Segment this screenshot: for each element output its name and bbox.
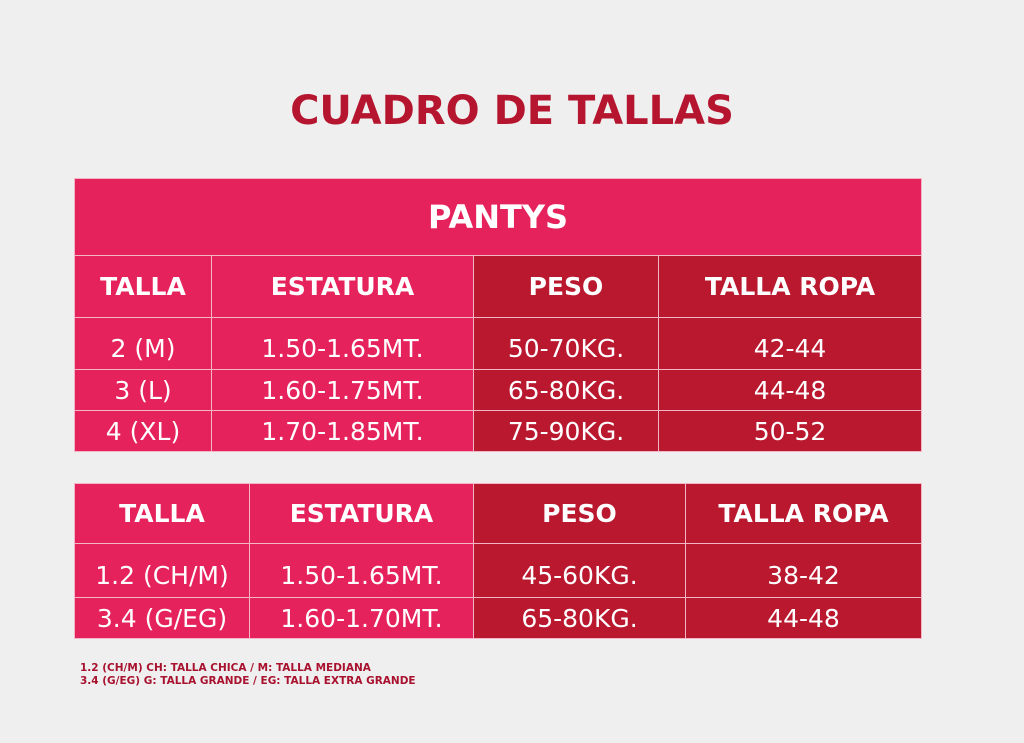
header-peso: PESO [473, 483, 686, 544]
cell-talla: 1.2 (CH/M) [74, 543, 250, 598]
cell-talla-ropa: 38-42 [685, 543, 922, 598]
footnotes: 1.2 (CH/M) CH: TALLA CHICA / M: TALLA ME… [80, 662, 416, 688]
table-caption: PANTYS [73, 178, 923, 256]
size-table-2: TALLA ESTATURA PESO TALLA ROPA 1.2 (CH/M… [74, 483, 922, 639]
footnote: 3.4 (G/EG) G: TALLA GRANDE / EG: TALLA E… [80, 675, 416, 687]
cell-estatura: 1.60-1.70MT. [249, 597, 474, 639]
cell-peso: 45-60KG. [473, 543, 686, 598]
table-header-row: TALLA ESTATURA PESO TALLA ROPA [74, 483, 922, 544]
header-talla: TALLA [74, 483, 250, 544]
cell-estatura: 1.50-1.65MT. [249, 543, 474, 598]
cell-peso: 65-80KG. [473, 597, 686, 639]
cell-peso: 75-90KG. [473, 410, 659, 452]
cell-talla: 2 (M) [74, 317, 212, 370]
cell-talla: 4 (XL) [74, 410, 212, 452]
page-title: CUADRO DE TALLAS [290, 88, 734, 134]
cell-peso: 50-70KG. [473, 317, 659, 370]
pantys-size-table: PANTYS TALLA ESTATURA PESO TALLA ROPA 2 … [73, 178, 923, 452]
cell-talla: 3.4 (G/EG) [74, 597, 250, 639]
header-peso: PESO [473, 255, 659, 318]
table-row: 1.2 (CH/M) 1.50-1.65MT. 45-60KG. 38-42 [74, 543, 922, 598]
cell-talla-ropa: 42-44 [657, 317, 923, 370]
header-talla: TALLA [74, 255, 212, 318]
cell-estatura: 1.60-1.75MT. [211, 369, 474, 411]
cell-talla: 3 (L) [74, 369, 212, 411]
header-estatura: ESTATURA [249, 483, 474, 544]
header-estatura: ESTATURA [211, 255, 474, 318]
cell-talla-ropa: 44-48 [685, 597, 922, 639]
cell-estatura: 1.70-1.85MT. [211, 410, 474, 452]
table-row: 2 (M) 1.50-1.65MT. 50-70KG. 42-44 [74, 317, 923, 370]
cell-talla-ropa: 50-52 [657, 410, 923, 452]
cell-talla-ropa: 44-48 [657, 369, 923, 411]
header-talla-ropa: TALLA ROPA [657, 255, 923, 318]
table-row: 4 (XL) 1.70-1.85MT. 75-90KG. 50-52 [74, 410, 923, 452]
table-header-row: TALLA ESTATURA PESO TALLA ROPA [74, 255, 923, 318]
header-talla-ropa: TALLA ROPA [685, 483, 922, 544]
table-row: 3.4 (G/EG) 1.60-1.70MT. 65-80KG. 44-48 [74, 597, 922, 639]
cell-peso: 65-80KG. [473, 369, 659, 411]
footnote: 1.2 (CH/M) CH: TALLA CHICA / M: TALLA ME… [80, 662, 371, 674]
cell-estatura: 1.50-1.65MT. [211, 317, 474, 370]
table-row: 3 (L) 1.60-1.75MT. 65-80KG. 44-48 [74, 369, 923, 411]
